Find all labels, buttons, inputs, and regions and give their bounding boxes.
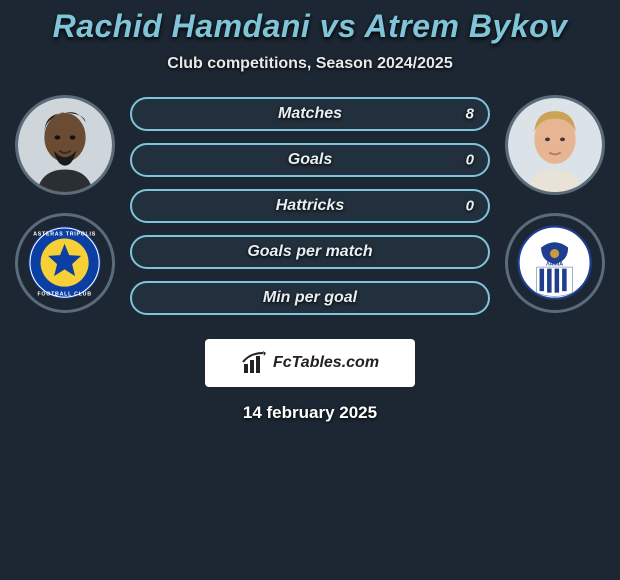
stat-right-value: 0 (466, 198, 474, 215)
stat-bars: Matches 8 Goals 0 Hattricks 0 Goals per … (120, 97, 500, 315)
stat-bar: Goals 0 (130, 143, 490, 177)
left-side: ASTERAS TRIPOLIS FOOTBALL CLUB (10, 95, 120, 313)
stat-bar: Matches 8 (130, 97, 490, 131)
player-avatar-right (505, 95, 605, 195)
stat-right-value: 0 (466, 152, 474, 169)
club-badge-left: ASTERAS TRIPOLIS FOOTBALL CLUB (15, 213, 115, 313)
club-badge-right-svg: ΛΑΜΙΑ (517, 225, 592, 300)
brand-text: FcTables.com (273, 354, 379, 372)
main-row: ASTERAS TRIPOLIS FOOTBALL CLUB Matches 8… (0, 95, 620, 315)
club-badge-left-svg: ASTERAS TRIPOLIS FOOTBALL CLUB (27, 225, 102, 300)
svg-text:FOOTBALL CLUB: FOOTBALL CLUB (38, 292, 92, 298)
right-side: ΛΑΜΙΑ (500, 95, 610, 313)
stat-label: Goals (288, 151, 332, 169)
stat-label: Min per goal (263, 289, 357, 307)
stat-right-value: 8 (466, 106, 474, 123)
stat-bar: Min per goal (130, 281, 490, 315)
stat-bar: Hattricks 0 (130, 189, 490, 223)
svg-text:ΛΑΜΙΑ: ΛΑΜΙΑ (547, 262, 564, 268)
player-avatar-left (15, 95, 115, 195)
brand-chart-icon (241, 350, 267, 376)
stat-label: Matches (278, 105, 342, 123)
page-title: Rachid Hamdani vs Atrem Bykov (0, 8, 620, 45)
stat-bar: Goals per match (130, 235, 490, 269)
brand-pill: FcTables.com (205, 339, 415, 387)
date-text: 14 february 2025 (0, 403, 620, 423)
subtitle: Club competitions, Season 2024/2025 (0, 55, 620, 73)
svg-text:ASTERAS TRIPOLIS: ASTERAS TRIPOLIS (34, 232, 97, 238)
club-badge-right: ΛΑΜΙΑ (505, 213, 605, 313)
comparison-card: Rachid Hamdani vs Atrem Bykov Club compe… (0, 0, 620, 460)
avatar-left-svg (18, 98, 112, 192)
stat-label: Goals per match (247, 243, 372, 261)
stat-label: Hattricks (276, 197, 344, 215)
avatar-right-svg (508, 98, 602, 192)
